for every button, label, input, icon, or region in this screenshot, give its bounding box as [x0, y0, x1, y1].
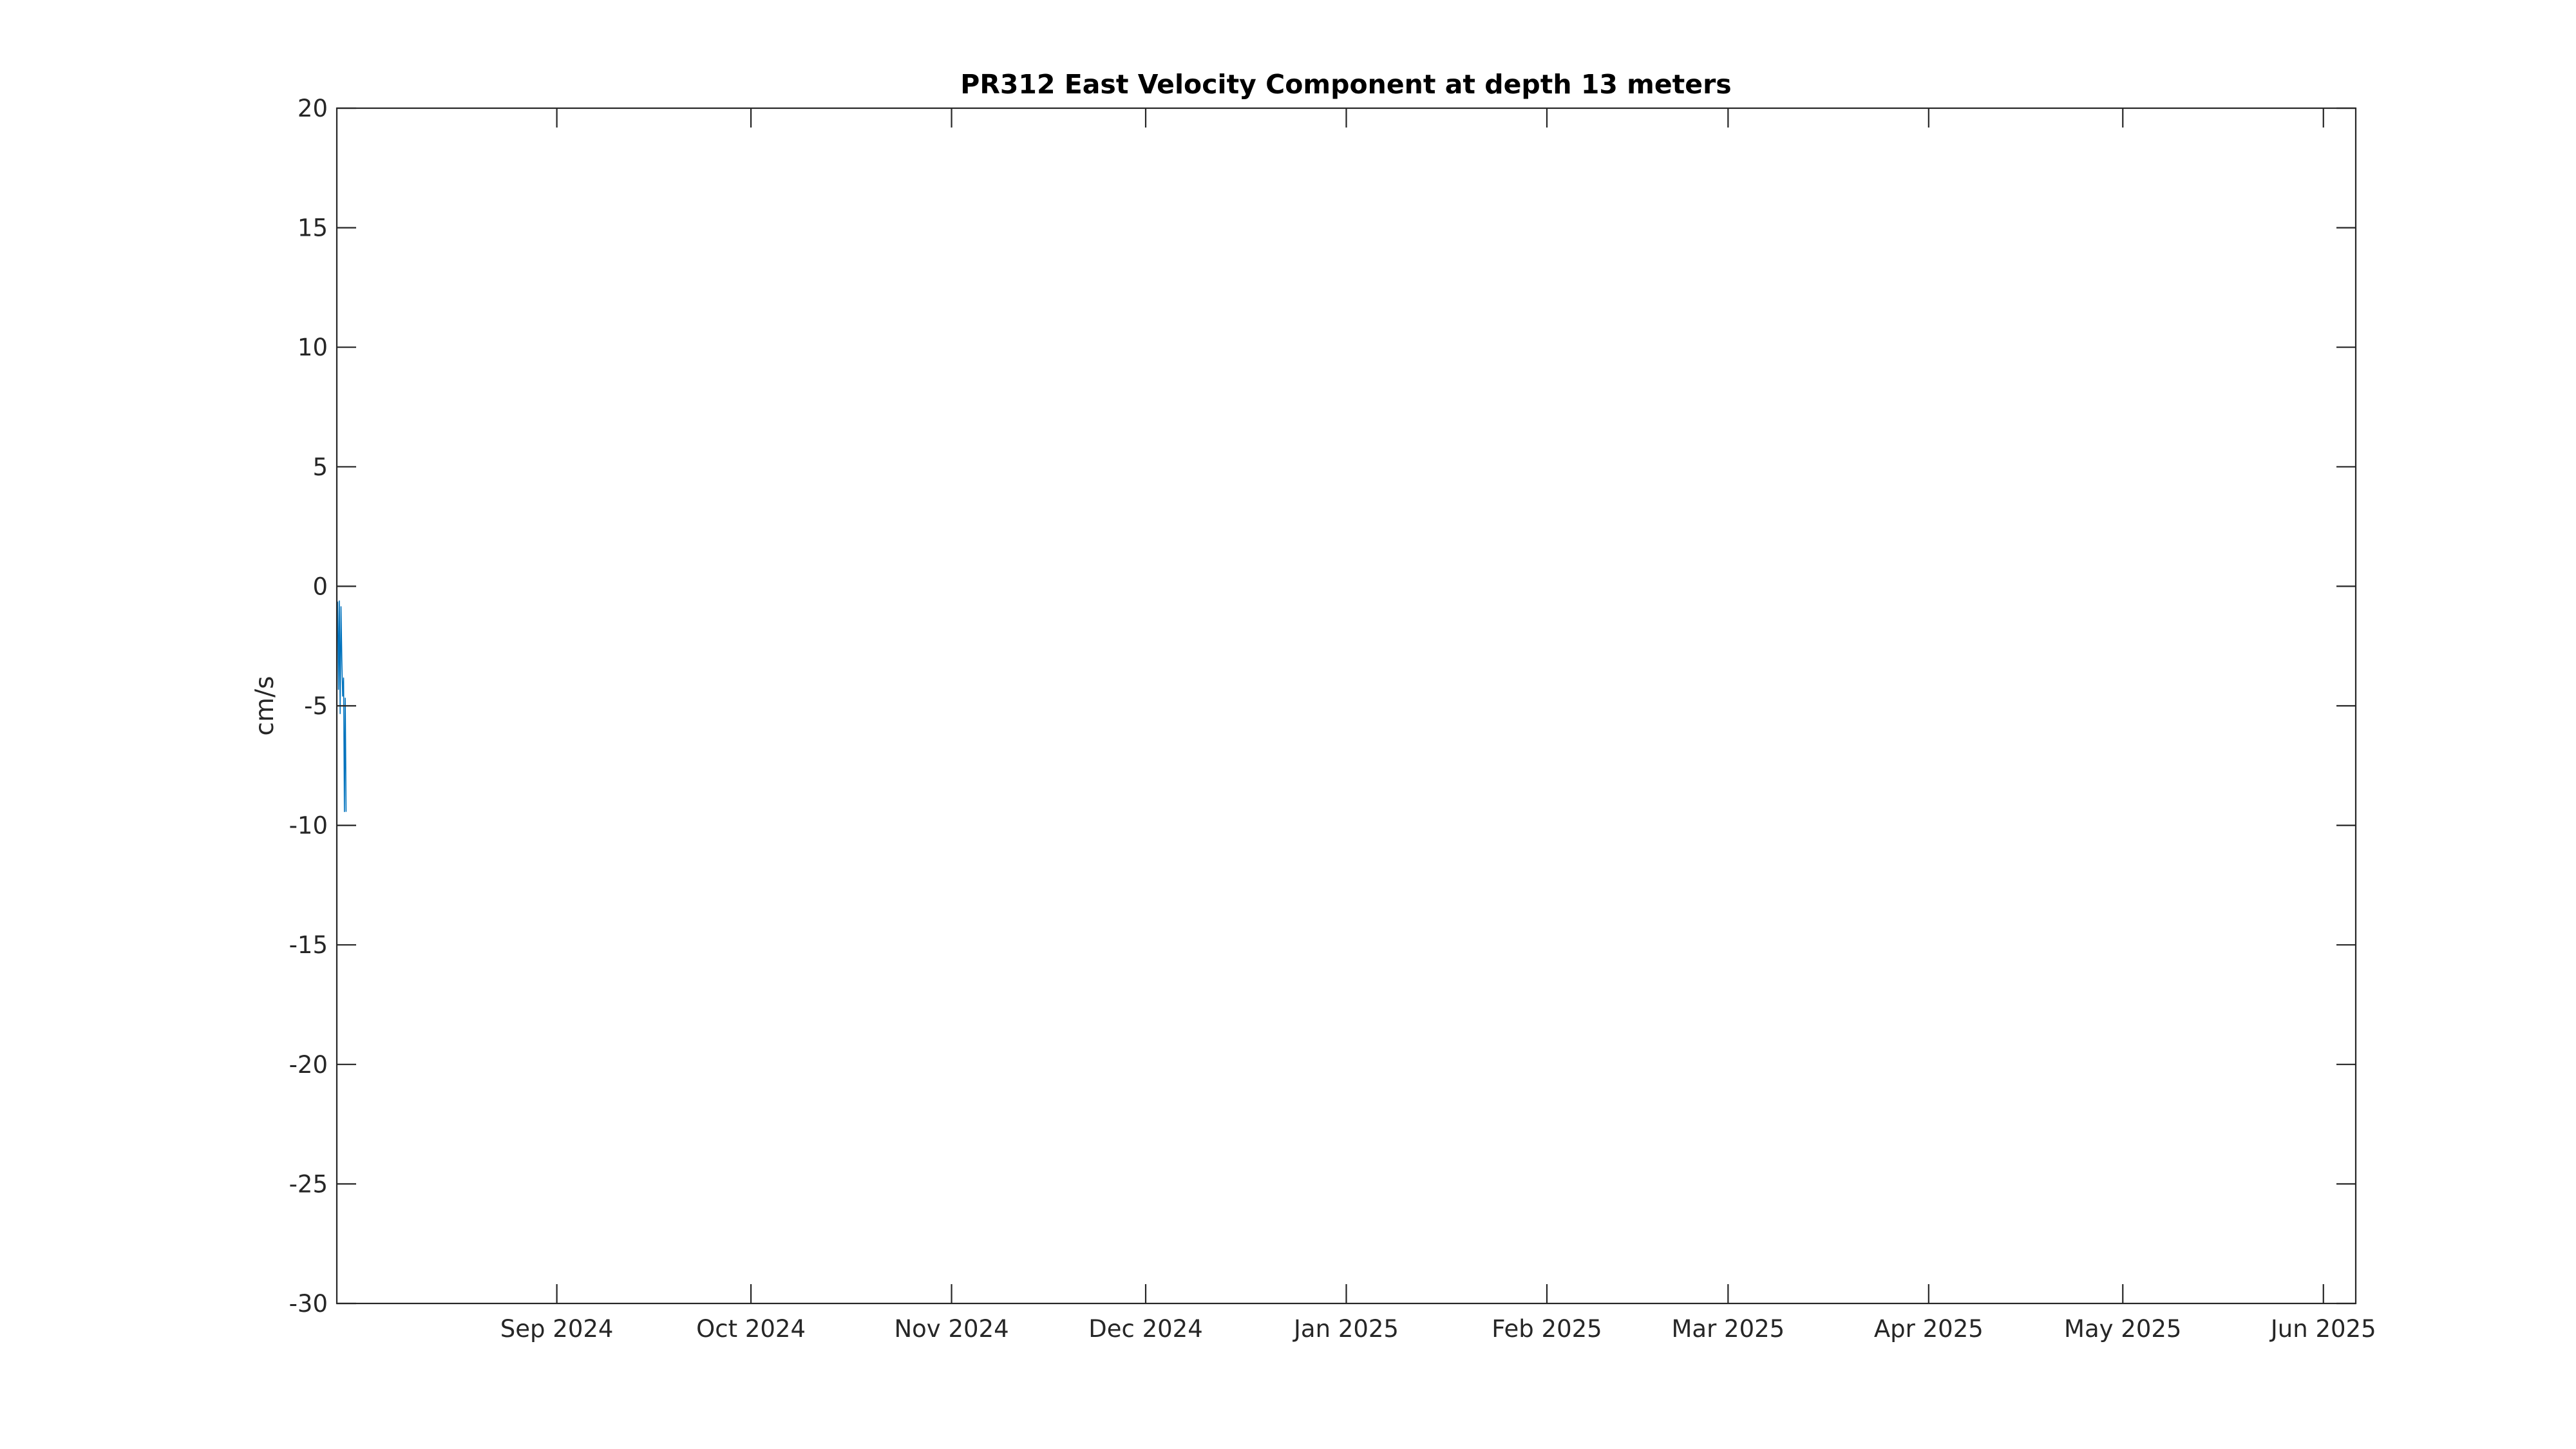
y-tick-label: -30 [289, 1290, 328, 1318]
axes-box [336, 107, 2357, 1305]
y-tick-label: 10 [298, 334, 328, 361]
y-tick-label: 15 [298, 214, 328, 242]
y-tick-label: 0 [312, 573, 328, 600]
y-tick-label: -15 [289, 931, 328, 959]
y-tick-label: -25 [289, 1170, 328, 1198]
plot-area [337, 108, 2356, 1303]
x-tick-label: Sep 2024 [500, 1315, 614, 1343]
y-tick-label: -10 [289, 812, 328, 840]
chart-title: PR312 East Velocity Component at depth 1… [960, 69, 1731, 100]
x-tick-label: May 2025 [2064, 1315, 2181, 1343]
x-tick-label: Oct 2024 [696, 1315, 806, 1343]
x-tick-label: Dec 2024 [1088, 1315, 1203, 1343]
x-tick-label: Jan 2025 [1293, 1315, 1399, 1343]
ticks-group: 20 15 10 5 0 -5 -10 -15 -20 -25 -30 Sep 2024 Oct 202… [289, 95, 2376, 1343]
y-tick-label: 20 [298, 95, 328, 122]
y-tick-label: 5 [312, 453, 328, 481]
series-line-east-velocity [336, 600, 347, 812]
series-group [336, 600, 347, 812]
x-tick-label: Nov 2024 [894, 1315, 1009, 1343]
x-tick-label: Apr 2025 [1874, 1315, 1984, 1343]
y-axis-label: cm/s [251, 676, 279, 736]
y-tick-label: -20 [289, 1051, 328, 1079]
x-tick-label: Jun 2025 [2269, 1315, 2376, 1343]
x-tick-label: Feb 2025 [1492, 1315, 1602, 1343]
y-tick-label: -5 [304, 692, 328, 720]
x-tick-label: Mar 2025 [1671, 1315, 1785, 1343]
